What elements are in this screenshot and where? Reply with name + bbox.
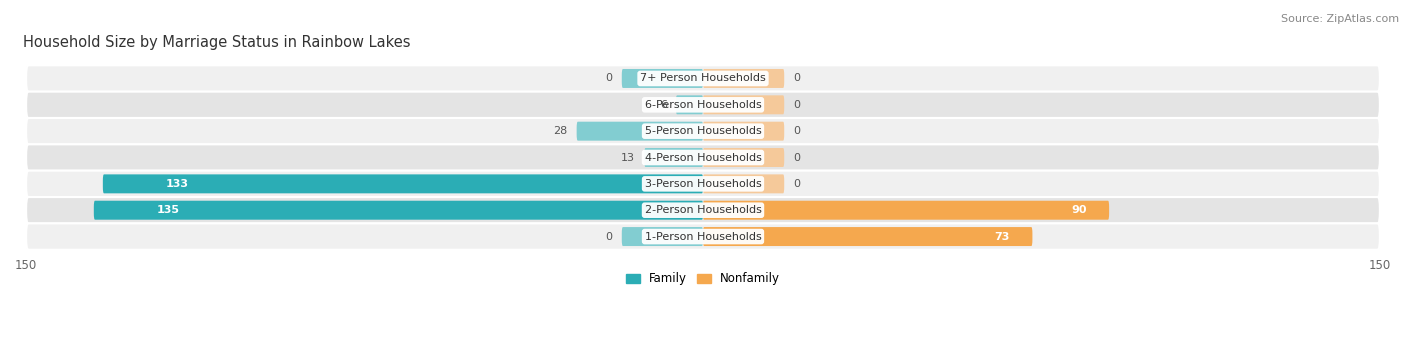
FancyBboxPatch shape <box>27 223 1379 250</box>
FancyBboxPatch shape <box>703 122 785 140</box>
FancyBboxPatch shape <box>703 95 785 114</box>
FancyBboxPatch shape <box>621 69 703 88</box>
Text: 0: 0 <box>793 73 800 84</box>
FancyBboxPatch shape <box>27 65 1379 92</box>
Text: 4-Person Households: 4-Person Households <box>644 152 762 163</box>
Text: 3-Person Households: 3-Person Households <box>644 179 762 189</box>
Text: Household Size by Marriage Status in Rainbow Lakes: Household Size by Marriage Status in Rai… <box>24 35 411 50</box>
Text: 90: 90 <box>1071 205 1087 215</box>
Text: 6: 6 <box>659 100 666 110</box>
Text: 135: 135 <box>157 205 180 215</box>
FancyBboxPatch shape <box>703 148 785 167</box>
FancyBboxPatch shape <box>676 95 703 114</box>
Text: Source: ZipAtlas.com: Source: ZipAtlas.com <box>1281 14 1399 24</box>
Text: 73: 73 <box>994 232 1010 241</box>
Text: 13: 13 <box>621 152 636 163</box>
Text: 0: 0 <box>606 73 613 84</box>
Text: 0: 0 <box>793 179 800 189</box>
FancyBboxPatch shape <box>27 197 1379 223</box>
Text: 0: 0 <box>793 100 800 110</box>
FancyBboxPatch shape <box>27 171 1379 197</box>
FancyBboxPatch shape <box>703 174 785 193</box>
Text: 0: 0 <box>793 152 800 163</box>
Text: 2-Person Households: 2-Person Households <box>644 205 762 215</box>
Text: 1-Person Households: 1-Person Households <box>644 232 762 241</box>
Text: 0: 0 <box>793 126 800 136</box>
FancyBboxPatch shape <box>27 118 1379 144</box>
Text: 5-Person Households: 5-Person Households <box>644 126 762 136</box>
Text: 0: 0 <box>606 232 613 241</box>
FancyBboxPatch shape <box>644 148 703 167</box>
Legend: Family, Nonfamily: Family, Nonfamily <box>621 268 785 290</box>
FancyBboxPatch shape <box>703 227 1032 246</box>
FancyBboxPatch shape <box>27 92 1379 118</box>
FancyBboxPatch shape <box>703 201 1109 220</box>
Text: 7+ Person Households: 7+ Person Households <box>640 73 766 84</box>
FancyBboxPatch shape <box>27 144 1379 171</box>
FancyBboxPatch shape <box>621 227 703 246</box>
Text: 28: 28 <box>554 126 568 136</box>
FancyBboxPatch shape <box>103 174 703 193</box>
FancyBboxPatch shape <box>576 122 703 140</box>
Text: 133: 133 <box>166 179 188 189</box>
FancyBboxPatch shape <box>94 201 703 220</box>
Text: 6-Person Households: 6-Person Households <box>644 100 762 110</box>
FancyBboxPatch shape <box>703 69 785 88</box>
